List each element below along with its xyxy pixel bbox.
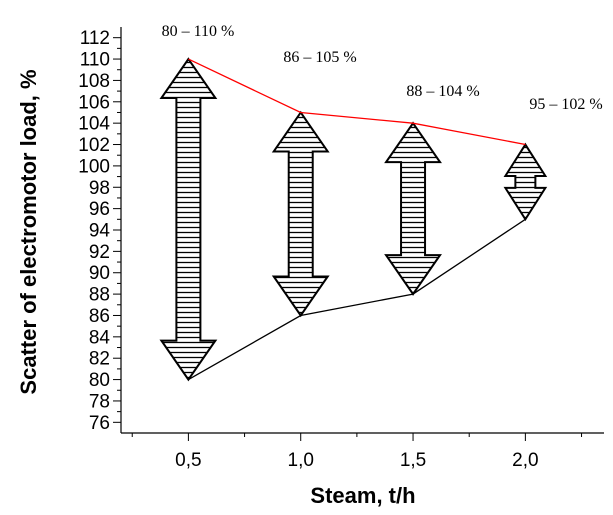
- y-tick-label: 80: [89, 370, 110, 391]
- y-tick-label: 88: [89, 285, 110, 306]
- y-tick-label: 76: [89, 413, 110, 434]
- range-label: 80 – 110 %: [162, 23, 235, 40]
- y-tick-label: 102: [78, 135, 110, 156]
- series-lines: [188, 58, 526, 381]
- axes: 7678808284868890929496981001021041061081…: [78, 27, 604, 471]
- y-tick-label: 110: [80, 50, 110, 71]
- range-arrow: [503, 142, 548, 222]
- x-tick-label: 1,0: [288, 450, 314, 471]
- upper-bound-line: [188, 58, 526, 146]
- y-tick-label: 98: [89, 178, 110, 199]
- y-tick-label: 92: [89, 242, 110, 263]
- y-tick-label: 104: [78, 114, 110, 135]
- range-arrow: [271, 110, 330, 318]
- x-tick-label: 1,5: [400, 450, 426, 471]
- x-tick-label: 2,0: [512, 450, 538, 471]
- y-tick-label: 84: [89, 327, 111, 348]
- range-label: 95 – 102 %: [529, 96, 602, 113]
- y-tick-label: 78: [89, 391, 110, 412]
- y-tick-label: 94: [89, 221, 111, 242]
- range-label: 88 – 104 %: [406, 83, 479, 100]
- y-tick-label: 86: [89, 306, 110, 327]
- y-tick-label: 100: [78, 156, 110, 177]
- range-arrow: [384, 121, 442, 296]
- range-label: 86 – 105 %: [283, 49, 356, 66]
- y-tick-label: 96: [89, 199, 110, 220]
- y-tick-label: 90: [89, 263, 110, 284]
- lower-bound-line: [188, 218, 526, 381]
- y-tick-label: 106: [78, 92, 110, 113]
- y-tick-label: 108: [78, 71, 110, 92]
- range-arrows: [159, 57, 548, 382]
- range-labels: 80 – 110 % 86 – 105 % 88 – 104 % 95 – 102 %: [162, 23, 603, 113]
- y-tick-label: 82: [89, 349, 110, 370]
- x-axis-title: Steam, t/h: [310, 483, 415, 508]
- x-tick-label: 0,5: [175, 450, 201, 471]
- y-tick-label: 112: [80, 28, 110, 49]
- range-arrow: [159, 57, 218, 382]
- y-axis-title: Scatter of electromotor load, %: [16, 69, 41, 394]
